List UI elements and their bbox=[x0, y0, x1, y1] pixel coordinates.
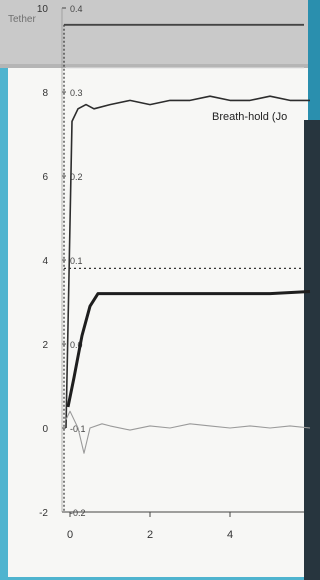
y-outer-tick-label: 10 bbox=[37, 4, 49, 15]
y-outer-tick-label: -2 bbox=[39, 508, 48, 519]
series-line-1 bbox=[66, 290, 311, 408]
x-tick-label: 0 bbox=[67, 529, 73, 541]
series-line-0 bbox=[65, 95, 310, 429]
header-divider bbox=[0, 64, 308, 68]
y-inner-tick-label: -0.2 bbox=[70, 508, 86, 518]
app-title: Tether bbox=[8, 14, 36, 25]
y-inner-tick-label: 0.3 bbox=[70, 88, 83, 98]
y-inner-tick-label: 0.4 bbox=[70, 4, 83, 14]
y-inner-tick-label: 0.2 bbox=[70, 172, 83, 182]
y-outer-tick-label: 4 bbox=[42, 256, 48, 267]
y-inner-tick-label: 0.1 bbox=[70, 256, 83, 266]
header-bar: Tether bbox=[0, 0, 308, 64]
y-outer-tick-label: 6 bbox=[42, 172, 48, 183]
y-inner-tick-label: 0.0 bbox=[70, 340, 83, 350]
y-outer-tick-label: 2 bbox=[42, 340, 48, 351]
legend-label: Breath-hold (Jo bbox=[212, 111, 287, 123]
x-tick-label: 4 bbox=[227, 529, 233, 541]
x-tick-label: 2 bbox=[147, 529, 153, 541]
chart-panel bbox=[8, 68, 308, 577]
y-outer-tick-label: 0 bbox=[42, 424, 48, 435]
series-line-2 bbox=[65, 410, 311, 454]
right-dark-strip bbox=[304, 120, 320, 580]
y-outer-tick-label: 8 bbox=[42, 88, 48, 99]
